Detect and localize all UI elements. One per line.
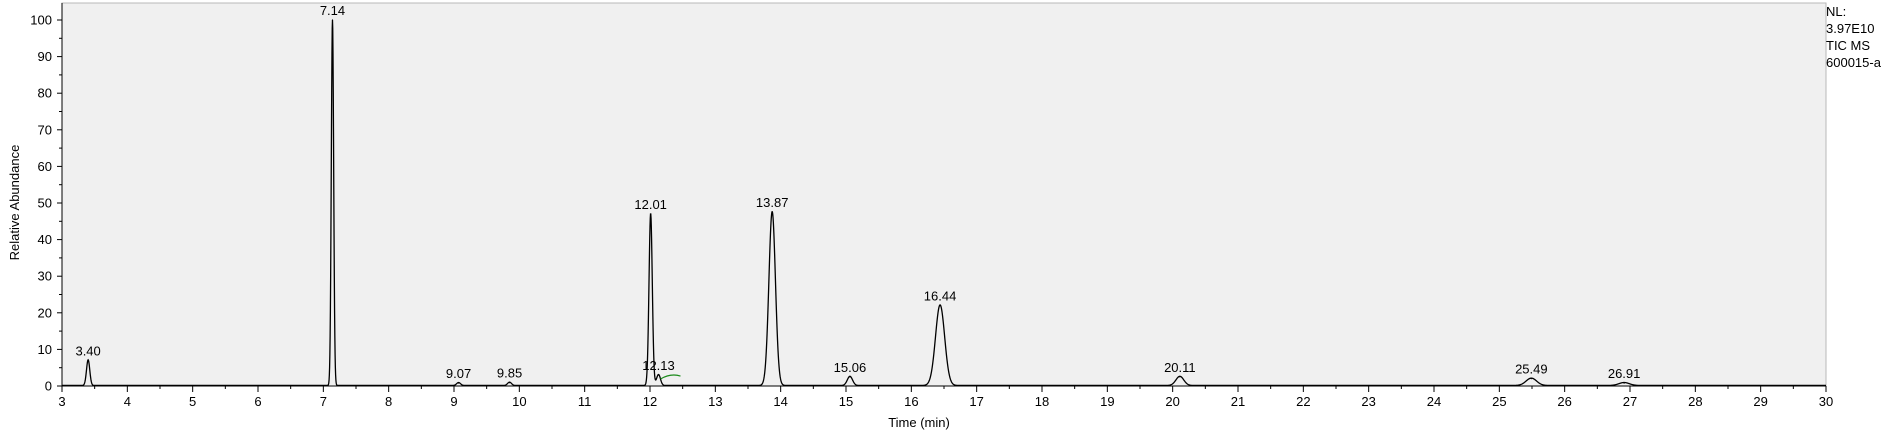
file-name: 600015-a <box>1826 55 1881 70</box>
y-tick-label: 20 <box>38 305 52 320</box>
peak-label: 20.11 <box>1164 360 1196 375</box>
x-tick-label: 5 <box>189 394 196 409</box>
x-tick-label: 7 <box>320 394 327 409</box>
y-tick-label: 80 <box>38 86 52 101</box>
peak-marker <box>457 382 460 384</box>
x-tick-label: 25 <box>1492 394 1506 409</box>
x-tick-label: 16 <box>904 394 918 409</box>
y-axis-label: Relative Abundance <box>7 145 22 261</box>
nl-label: NL: <box>1826 4 1847 19</box>
x-tick-label: 15 <box>839 394 853 409</box>
y-tick-label: 90 <box>38 49 52 64</box>
peak-label: 9.07 <box>446 366 471 381</box>
peak-label: 13.87 <box>756 195 789 210</box>
peak-marker <box>771 211 773 213</box>
peak-label: 15.06 <box>834 360 867 375</box>
peak-label: 25.49 <box>1515 362 1548 377</box>
peak-marker <box>657 374 660 376</box>
y-tick-label: 0 <box>45 379 52 394</box>
peak-label: 9.85 <box>497 366 522 381</box>
nl-value: 3.97E10 <box>1826 21 1875 36</box>
peak-label: 3.40 <box>75 343 100 358</box>
x-tick-label: 26 <box>1557 394 1571 409</box>
peak-marker <box>1179 376 1181 378</box>
y-tick-label: 70 <box>38 122 52 137</box>
x-tick-label: 24 <box>1427 394 1441 409</box>
x-axis-label: Time (min) <box>888 415 950 430</box>
y-tick-label: 30 <box>38 269 52 284</box>
info-panel: NL: 3.97E10 TIC MS 600015-a <box>1826 3 1884 71</box>
y-tick-label: 50 <box>38 196 52 211</box>
peak-marker <box>939 304 941 307</box>
peak-marker <box>87 359 89 361</box>
peak-label: 12.01 <box>634 197 667 212</box>
scan-filter: TIC MS <box>1826 38 1871 53</box>
plot-area <box>61 2 1827 387</box>
peak-label: 16.44 <box>924 288 957 303</box>
x-tick-label: 20 <box>1165 394 1179 409</box>
peak-label: 26.91 <box>1608 366 1641 381</box>
x-tick-label: 17 <box>969 394 983 409</box>
x-tick-label: 6 <box>254 394 261 409</box>
x-tick-label: 22 <box>1296 394 1310 409</box>
peak-marker <box>849 376 851 378</box>
x-tick-label: 30 <box>1819 394 1833 409</box>
x-tick-label: 18 <box>1035 394 1049 409</box>
x-tick-label: 23 <box>1361 394 1375 409</box>
peak-marker <box>1623 382 1625 384</box>
x-tick-label: 10 <box>512 394 526 409</box>
peak-marker <box>508 382 511 384</box>
annotation-mark <box>660 374 681 380</box>
x-tick-label: 4 <box>124 394 131 409</box>
y-tick-label: 40 <box>38 232 52 247</box>
x-tick-label: 3 <box>58 394 65 409</box>
y-tick-label: 100 <box>30 13 52 28</box>
y-tick-label: 10 <box>38 342 52 357</box>
x-tick-label: 21 <box>1231 394 1245 409</box>
x-tick-label: 19 <box>1100 394 1114 409</box>
y-tick-label: 60 <box>38 159 52 174</box>
x-tick-label: 13 <box>708 394 722 409</box>
x-tick-label: 29 <box>1753 394 1767 409</box>
x-tick-label: 28 <box>1688 394 1702 409</box>
x-tick-label: 8 <box>385 394 392 409</box>
peak-label: 7.14 <box>320 3 345 18</box>
x-tick-label: 11 <box>578 394 592 409</box>
x-tick-label: 12 <box>643 394 657 409</box>
x-tick-label: 14 <box>773 394 787 409</box>
x-tick-label: 27 <box>1623 394 1637 409</box>
tic-trace <box>62 19 1826 387</box>
peak-marker <box>650 213 652 215</box>
x-tick-label: 9 <box>450 394 457 409</box>
peak-label: 12.13 <box>642 358 675 373</box>
peak-marker <box>331 19 334 21</box>
peak-marker <box>1530 378 1532 380</box>
